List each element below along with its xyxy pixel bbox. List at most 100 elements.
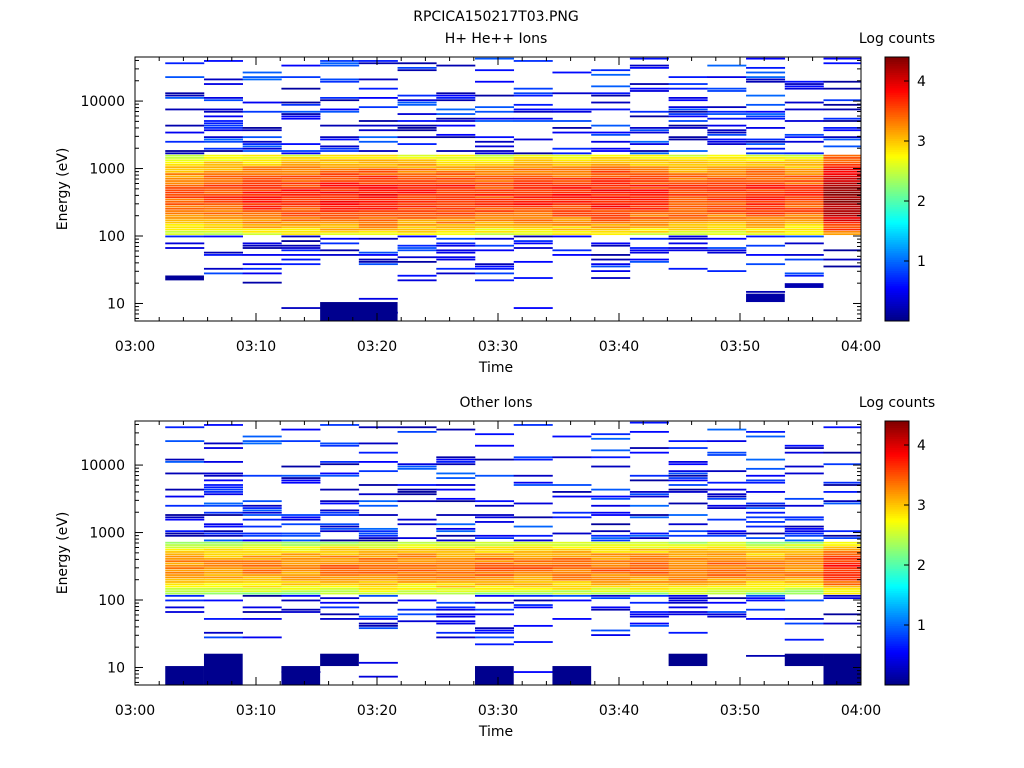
colorbar-segment bbox=[885, 125, 909, 128]
heatmap-cell bbox=[707, 166, 747, 169]
colorbar-segment bbox=[885, 158, 909, 161]
heatmap-cell bbox=[242, 525, 282, 528]
heatmap-cell bbox=[707, 564, 747, 567]
heatmap-cell bbox=[203, 193, 243, 196]
colorbar-segment bbox=[885, 652, 909, 655]
heatmap-cell bbox=[784, 182, 824, 185]
heatmap-cell bbox=[358, 590, 398, 593]
heatmap-cell bbox=[629, 182, 669, 185]
heatmap-cell bbox=[707, 534, 747, 537]
heatmap-cell bbox=[746, 177, 786, 180]
heatmap-cell bbox=[668, 562, 708, 565]
heatmap-cell bbox=[320, 173, 360, 176]
colorbar-segment bbox=[885, 219, 909, 223]
colorbar-segment bbox=[885, 272, 909, 276]
heatmap-cell bbox=[320, 541, 360, 544]
heatmap-cell bbox=[668, 585, 708, 588]
heatmap-cell bbox=[242, 233, 282, 236]
heatmap-cell bbox=[475, 226, 515, 229]
heatmap-cell bbox=[436, 244, 476, 247]
heatmap-cell bbox=[397, 574, 437, 576]
colorbar-segment bbox=[885, 641, 909, 644]
colorbar-segment bbox=[885, 432, 909, 435]
heatmap-cell bbox=[203, 219, 243, 222]
heatmap-cell bbox=[165, 187, 205, 189]
heatmap-cell bbox=[823, 451, 862, 454]
heatmap-cell bbox=[242, 606, 282, 609]
heatmap-cell bbox=[165, 154, 205, 157]
heatmap-cell bbox=[591, 567, 631, 570]
heatmap-cell bbox=[281, 465, 321, 468]
heatmap-cell bbox=[513, 553, 553, 556]
heatmap-cell bbox=[436, 150, 476, 152]
heatmap-cell bbox=[513, 502, 553, 505]
heatmap-cell bbox=[397, 279, 437, 282]
heatmap-cell bbox=[629, 555, 669, 558]
heatmap-cell bbox=[281, 157, 321, 159]
heatmap-cell bbox=[281, 191, 321, 194]
x-tick-label: 03:50 bbox=[720, 703, 760, 719]
heatmap-cell bbox=[203, 189, 243, 192]
heatmap-cell bbox=[707, 76, 747, 79]
heatmap-cell bbox=[358, 564, 398, 567]
heatmap-cell bbox=[358, 136, 398, 139]
colorbar-segment bbox=[885, 79, 909, 82]
heatmap-cell bbox=[513, 235, 553, 238]
colorbar-segment bbox=[885, 230, 909, 234]
heatmap-cell bbox=[784, 516, 824, 519]
heatmap-cell bbox=[320, 228, 360, 231]
heatmap-cell bbox=[203, 120, 243, 122]
heatmap-cell bbox=[823, 548, 862, 551]
heatmap-cell bbox=[397, 177, 437, 180]
heatmap-cell bbox=[475, 474, 515, 477]
heatmap-cell bbox=[591, 94, 631, 97]
heatmap-cell bbox=[281, 544, 321, 546]
heatmap-cell bbox=[281, 150, 321, 152]
colorbar-segment bbox=[885, 239, 909, 243]
heatmap-cell bbox=[281, 585, 321, 588]
colorbar-segment bbox=[885, 169, 909, 172]
heatmap-cell bbox=[668, 484, 708, 486]
heatmap-cell bbox=[784, 189, 824, 192]
heatmap-cell bbox=[475, 173, 515, 176]
heatmap-cell bbox=[591, 191, 631, 194]
heatmap-cell bbox=[358, 214, 398, 217]
heatmap-cell bbox=[668, 203, 708, 206]
heatmap-cell bbox=[746, 553, 786, 556]
colorbar-segment bbox=[885, 471, 909, 475]
colorbar-segment bbox=[885, 138, 909, 142]
heatmap-cell bbox=[320, 64, 360, 67]
heatmap-cell bbox=[242, 578, 282, 581]
heatmap-cell bbox=[784, 497, 824, 500]
heatmap-cell bbox=[707, 230, 747, 233]
heatmap-cell bbox=[320, 585, 360, 588]
heatmap-cell bbox=[707, 493, 747, 496]
heatmap-cell bbox=[436, 205, 476, 208]
heatmap-cell bbox=[513, 182, 553, 185]
heatmap-cell bbox=[165, 585, 205, 588]
heatmap-cell bbox=[784, 177, 824, 180]
heatmap-cell bbox=[165, 96, 205, 99]
heatmap-cell bbox=[629, 115, 669, 118]
heatmap-cell bbox=[784, 534, 824, 537]
heatmap-cell bbox=[746, 574, 786, 576]
heatmap-cell bbox=[552, 184, 592, 187]
heatmap-cell bbox=[513, 551, 553, 553]
heatmap-cell bbox=[475, 514, 515, 516]
colorbar-segment bbox=[885, 460, 909, 464]
heatmap-cell bbox=[629, 200, 669, 203]
heatmap-cell bbox=[281, 101, 321, 104]
heatmap-cell bbox=[823, 578, 862, 581]
heatmap-cell bbox=[707, 203, 747, 206]
heatmap-cell bbox=[320, 618, 360, 620]
heatmap-cell bbox=[707, 205, 747, 208]
heatmap-cell bbox=[707, 198, 747, 201]
heatmap-cell bbox=[203, 442, 243, 445]
heatmap-cell bbox=[513, 87, 553, 90]
heatmap-cell bbox=[203, 486, 243, 489]
heatmap-cell bbox=[475, 196, 515, 199]
heatmap-cell bbox=[320, 161, 360, 164]
colorbar-segment bbox=[885, 557, 909, 561]
heatmap-cell bbox=[668, 177, 708, 180]
heatmap-cell bbox=[397, 214, 437, 217]
